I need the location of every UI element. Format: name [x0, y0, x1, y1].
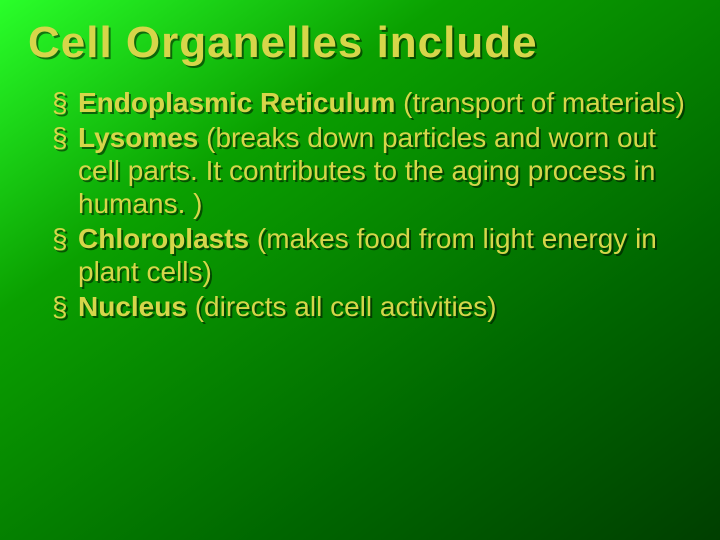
term: Chloroplasts: [78, 223, 249, 254]
desc: (directs all cell activities): [187, 291, 497, 322]
desc: (transport of materials): [395, 87, 684, 118]
list-item: Chloroplasts (makes food from light ener…: [52, 222, 692, 288]
term: Endoplasmic Reticulum: [78, 87, 395, 118]
list-item: Endoplasmic Reticulum (transport of mate…: [52, 86, 692, 119]
slide: Cell Organelles include Endoplasmic Reti…: [0, 0, 720, 540]
page-title: Cell Organelles include: [28, 18, 692, 68]
list-item: Nucleus (directs all cell activities): [52, 290, 692, 323]
list-item: Lysomes (breaks down particles and worn …: [52, 121, 692, 220]
term: Nucleus: [78, 291, 187, 322]
term: Lysomes: [78, 122, 198, 153]
bullet-list: Endoplasmic Reticulum (transport of mate…: [28, 86, 692, 323]
